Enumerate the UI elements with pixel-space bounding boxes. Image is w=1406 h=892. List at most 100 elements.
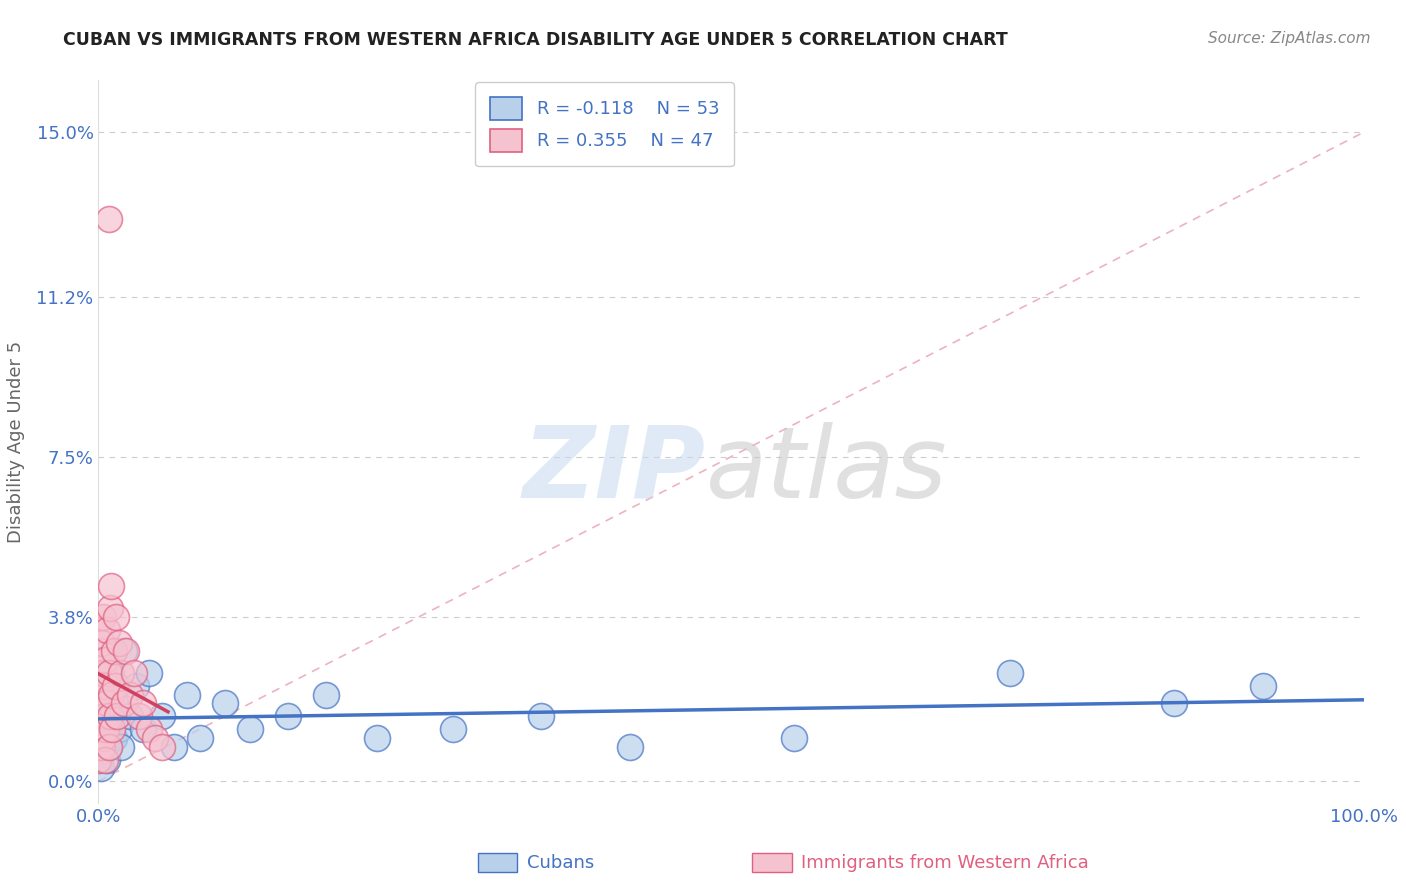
Point	[366, 731, 388, 745]
Point	[96, 696, 118, 710]
Point	[98, 731, 121, 745]
Point	[188, 731, 211, 745]
Point	[94, 679, 117, 693]
Point	[87, 623, 110, 637]
Point	[96, 752, 118, 766]
Point	[93, 653, 117, 667]
Point	[97, 665, 120, 680]
Point	[89, 723, 111, 737]
Text: Immigrants from Western Africa: Immigrants from Western Africa	[801, 854, 1090, 871]
Point	[90, 679, 112, 693]
Point	[150, 709, 173, 723]
Point	[93, 731, 115, 745]
Point	[93, 752, 117, 766]
Point	[93, 692, 115, 706]
Point	[103, 731, 125, 745]
Point	[110, 665, 132, 680]
Point	[98, 709, 121, 723]
Point	[90, 723, 112, 737]
Point	[90, 731, 112, 745]
Text: atlas: atlas	[706, 422, 948, 519]
Point	[122, 665, 145, 680]
Point	[138, 723, 160, 737]
Point	[89, 739, 111, 754]
Point	[101, 723, 124, 737]
Point	[150, 739, 173, 754]
Point	[98, 696, 121, 710]
Point	[93, 718, 115, 732]
Point	[107, 723, 129, 737]
Y-axis label: Disability Age Under 5: Disability Age Under 5	[7, 341, 25, 542]
Point	[145, 731, 166, 745]
Point	[132, 723, 155, 737]
Point	[90, 653, 112, 667]
Point	[97, 739, 120, 754]
Point	[107, 709, 129, 723]
Point	[89, 752, 111, 766]
Point	[112, 696, 135, 710]
Point	[91, 636, 114, 650]
Point	[619, 739, 641, 754]
Point	[998, 665, 1021, 680]
Point	[93, 714, 117, 728]
Point	[91, 665, 114, 680]
Point	[87, 709, 110, 723]
Point	[94, 709, 117, 723]
Point	[91, 696, 114, 710]
Point	[163, 739, 186, 754]
Point	[100, 579, 122, 593]
Point	[97, 739, 120, 754]
Point	[93, 665, 115, 680]
Point	[214, 696, 236, 710]
Point	[1251, 679, 1274, 693]
Point	[115, 644, 138, 658]
Point	[96, 679, 118, 693]
Point	[110, 739, 132, 754]
Point	[100, 665, 122, 680]
Point	[87, 752, 110, 766]
Point	[96, 623, 118, 637]
Point	[104, 696, 127, 710]
Point	[91, 739, 114, 754]
Legend: R = -0.118    N = 53, R = 0.355    N = 47: R = -0.118 N = 53, R = 0.355 N = 47	[475, 82, 734, 167]
Point	[93, 688, 117, 702]
Text: CUBAN VS IMMIGRANTS FROM WESTERN AFRICA DISABILITY AGE UNDER 5 CORRELATION CHART: CUBAN VS IMMIGRANTS FROM WESTERN AFRICA …	[63, 31, 1008, 49]
Point	[100, 688, 122, 702]
Point	[105, 609, 128, 624]
Point	[90, 761, 112, 775]
Point	[87, 696, 110, 710]
Point	[87, 688, 110, 702]
Point	[89, 679, 111, 693]
Point	[128, 709, 150, 723]
Point	[87, 731, 110, 745]
Point	[87, 739, 110, 754]
Point	[103, 644, 125, 658]
Point	[239, 723, 262, 737]
Text: Source: ZipAtlas.com: Source: ZipAtlas.com	[1208, 31, 1371, 46]
Point	[87, 665, 110, 680]
Point	[125, 679, 148, 693]
Point	[107, 679, 129, 693]
Point	[93, 609, 115, 624]
Text: ZIP: ZIP	[523, 422, 706, 519]
Point	[91, 744, 114, 758]
Point	[120, 709, 141, 723]
Point	[91, 705, 114, 719]
Point	[89, 709, 111, 723]
Point	[120, 688, 141, 702]
Point	[132, 696, 155, 710]
Point	[104, 679, 127, 693]
Point	[93, 709, 117, 723]
Point	[89, 644, 111, 658]
Point	[100, 709, 122, 723]
Point	[441, 723, 464, 737]
Text: Cubans: Cubans	[527, 854, 595, 871]
Point	[94, 731, 117, 745]
Point	[107, 636, 129, 650]
Point	[89, 696, 111, 710]
Point	[783, 731, 806, 745]
Point	[315, 688, 337, 702]
Point	[90, 688, 112, 702]
Point	[98, 601, 121, 615]
Point	[138, 665, 160, 680]
